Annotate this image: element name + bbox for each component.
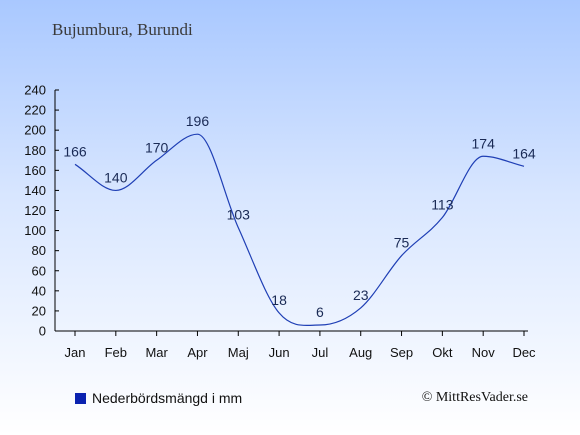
data-label: 113	[431, 197, 454, 213]
data-label: 166	[63, 143, 87, 159]
y-tick-label: 100	[24, 223, 46, 238]
x-tick-label: Mar	[145, 345, 168, 360]
y-tick-label: 20	[32, 303, 46, 318]
x-tick-label: Feb	[105, 345, 127, 360]
y-tick-label: 80	[32, 243, 46, 258]
y-tick-label: 40	[32, 283, 46, 298]
y-tick-label: 200	[24, 123, 46, 138]
data-label: 23	[353, 287, 369, 303]
data-label: 6	[316, 304, 324, 320]
x-tick-label: Sep	[390, 345, 413, 360]
y-tick-label: 120	[24, 203, 46, 218]
data-label: 196	[186, 113, 210, 129]
legend-label: Nederbördsmängd i mm	[92, 390, 243, 406]
x-tick-label: Aug	[349, 345, 372, 360]
x-tick-label: Jun	[269, 345, 290, 360]
data-label: 174	[472, 135, 496, 151]
data-label: 170	[145, 139, 169, 155]
y-tick-label: 0	[39, 324, 46, 339]
y-tick-label: 60	[32, 263, 46, 278]
data-label: 75	[394, 235, 410, 251]
x-tick-label: Nov	[472, 345, 496, 360]
y-tick-label: 180	[24, 143, 46, 158]
copyright-text: © MittResVader.se	[421, 390, 528, 405]
y-tick-label: 220	[24, 103, 46, 118]
series-line	[74, 133, 525, 327]
y-tick-label: 160	[24, 163, 46, 178]
x-tick-label: Jan	[65, 345, 86, 360]
data-label: 18	[271, 292, 287, 308]
x-tick-label: Maj	[228, 345, 249, 360]
x-tick-label: Okt	[432, 345, 453, 360]
x-tick-label: Dec	[512, 345, 536, 360]
data-label: 164	[512, 145, 536, 161]
x-tick-label: Apr	[187, 345, 208, 360]
y-tick-label: 240	[24, 83, 46, 98]
data-label: 103	[227, 207, 251, 223]
data-label: 140	[104, 169, 128, 185]
y-tick-label: 140	[24, 183, 46, 198]
chart-title: Bujumbura, Burundi	[52, 20, 193, 39]
legend-swatch	[75, 392, 86, 404]
x-tick-label: Jul	[312, 345, 329, 360]
legend: Nederbördsmängd i mm	[75, 390, 242, 406]
